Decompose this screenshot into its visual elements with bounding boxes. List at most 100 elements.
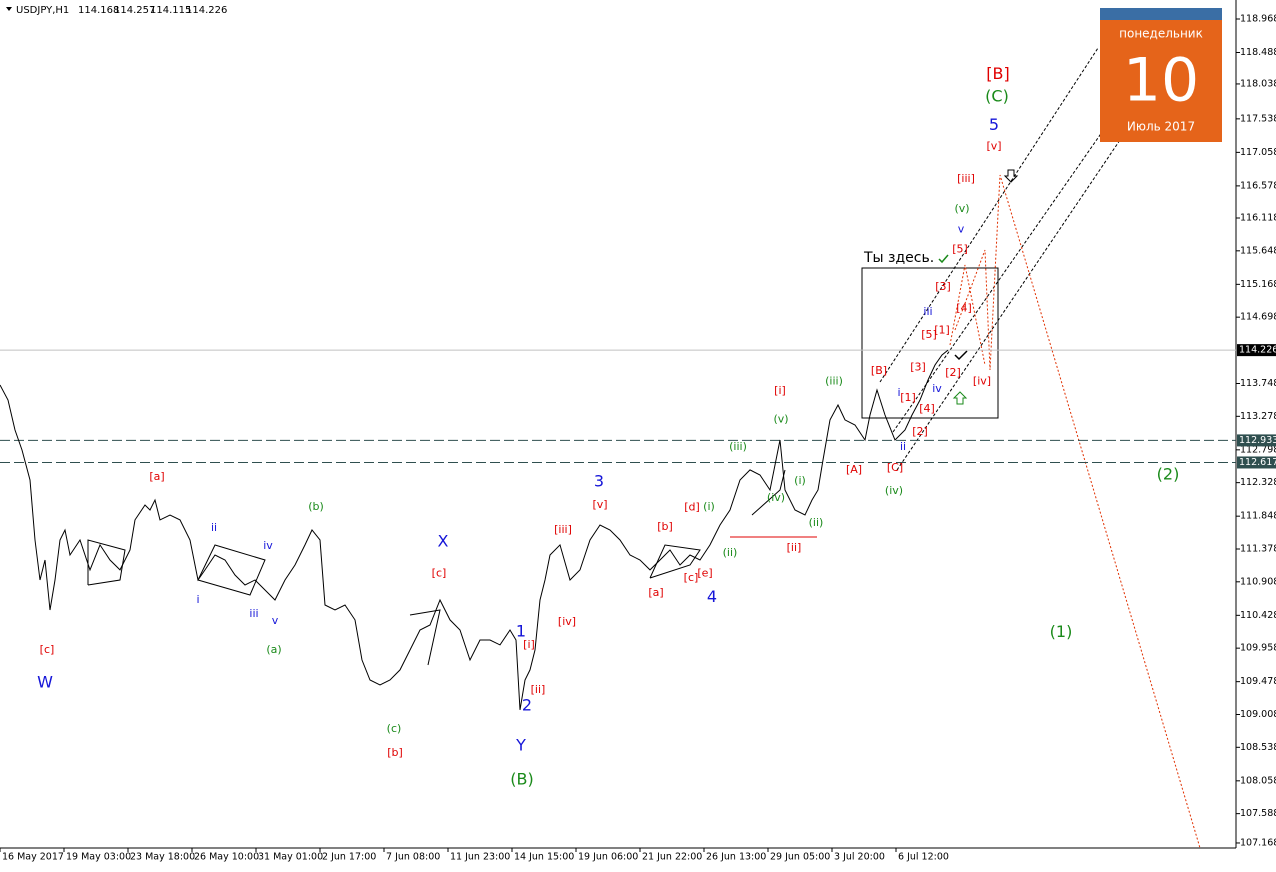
- wave-label: (B): [510, 769, 533, 788]
- wave-label: iii: [923, 305, 932, 318]
- wave-label: [ii]: [531, 683, 546, 696]
- y-tick-label: 111.378: [1240, 543, 1276, 554]
- check-mark: [938, 254, 949, 264]
- x-tick-label: 21 Jun 22:00: [642, 852, 702, 863]
- wave-label: (iv): [767, 491, 785, 504]
- y-tick-label: 115.648: [1240, 245, 1276, 256]
- wave-label: [B]: [986, 64, 1009, 83]
- wave-label: Y: [515, 735, 526, 754]
- wave-label: iv: [932, 382, 942, 395]
- wave-label: iv: [263, 539, 273, 552]
- wave-label: [3]: [910, 360, 926, 373]
- wave-label: ii: [211, 521, 217, 534]
- y-tick-label: 115.168: [1240, 279, 1276, 290]
- wave-label: [c]: [432, 566, 447, 579]
- y-tick-label: 116.118: [1240, 213, 1276, 224]
- x-tick-label: 3 Jul 20:00: [834, 852, 885, 863]
- wave-label: 3: [594, 471, 604, 490]
- wave-label: [c]: [40, 643, 55, 656]
- arrow-down: [1003, 169, 1019, 183]
- triangle: [197, 544, 266, 596]
- y-tick-label: 107.168: [1240, 837, 1276, 848]
- wave-label: [b]: [387, 746, 403, 759]
- wave-label: [C]: [887, 461, 903, 474]
- projection-line: [954, 174, 1201, 849]
- x-tick-label: 2 Jun 17:00: [322, 852, 376, 863]
- wave-label: [iii]: [554, 523, 572, 536]
- wave-label: [iii]: [957, 172, 975, 185]
- wave-label: (i): [703, 500, 715, 513]
- menu-arrow: [6, 7, 12, 11]
- y-tick-label: 113.278: [1240, 411, 1276, 422]
- calendar-page: [1100, 8, 1222, 142]
- wave-label: [iv]: [973, 374, 991, 387]
- y-tick-label: 117.058: [1240, 147, 1276, 158]
- triangle: [409, 609, 441, 666]
- x-tick-label: 26 May 10:00: [194, 852, 259, 863]
- wave-label: [i]: [523, 638, 535, 651]
- wave-label: ii: [900, 440, 906, 453]
- box: [861, 267, 999, 419]
- wave-label: [B]: [871, 364, 887, 377]
- wave-label: 4: [707, 587, 717, 606]
- wave-label: [2]: [945, 366, 961, 379]
- wave-label: (iii): [729, 440, 747, 453]
- wave-label: [A]: [846, 463, 862, 476]
- x-tick-label: 16 May 2017: [2, 852, 64, 863]
- wave-label: (c): [387, 722, 402, 735]
- wave-label: (a): [266, 643, 281, 656]
- wave-label: [4]: [919, 402, 935, 415]
- y-tick-label: 112.798: [1240, 444, 1276, 455]
- wave-label: [a]: [648, 586, 663, 599]
- x-tick-label: 14 Jun 15:00: [514, 852, 574, 863]
- wave-label: [v]: [592, 498, 607, 511]
- wave-label: [1]: [934, 323, 950, 336]
- month: Июль 2017: [1127, 120, 1195, 134]
- day: 10: [1123, 46, 1199, 116]
- x-tick-label: 26 Jun 13:00: [706, 852, 766, 863]
- wave-label: iii: [249, 607, 258, 620]
- ohlc-value: 114.257: [114, 5, 155, 16]
- level-label: 112.617: [1239, 457, 1276, 468]
- y-tick-label: 111.848: [1240, 511, 1276, 522]
- wave-label: [d]: [684, 501, 700, 514]
- y-tick-label: 108.538: [1240, 742, 1276, 753]
- wave-label: i: [897, 386, 900, 399]
- wave-label: [1]: [900, 391, 916, 404]
- y-tick-label: 116.578: [1240, 180, 1276, 191]
- wave-label: [2]: [912, 425, 928, 438]
- wave-label: 1: [516, 621, 526, 640]
- wave-label: [5]: [952, 242, 968, 255]
- wave-label: (2): [1157, 464, 1180, 483]
- triangle: [87, 539, 126, 586]
- price-line-series: [0, 349, 949, 710]
- wave-label: (i): [794, 474, 806, 487]
- x-tick-label: 7 Jun 08:00: [386, 852, 440, 863]
- channel-line: [879, 47, 1099, 383]
- x-tick-label: 19 May 03:00: [66, 852, 131, 863]
- wave-label: (b): [308, 500, 324, 513]
- wave-label: (ii): [723, 546, 738, 559]
- symbol: USDJPY,H1: [16, 5, 69, 16]
- y-tick-label: 112.328: [1240, 477, 1276, 488]
- wave-label: i: [196, 593, 199, 606]
- level-label-box: [1237, 456, 1276, 469]
- price-label-box: [1237, 344, 1276, 357]
- wave-label: [ii]: [787, 541, 802, 554]
- x-tick-label: 23 May 18:00: [130, 852, 195, 863]
- y-tick-label: 108.058: [1240, 775, 1276, 786]
- wave-label: (iii): [825, 374, 843, 387]
- x-tick-label: 31 May 01:00: [258, 852, 323, 863]
- arrow-up: [952, 391, 968, 405]
- y-tick-label: 110.428: [1240, 610, 1276, 621]
- wave-label: 2: [522, 695, 532, 714]
- wave-label: (C): [985, 87, 1009, 106]
- wave-label: [i]: [774, 384, 786, 397]
- wave-label: [b]: [657, 520, 673, 533]
- level-label: 112.933: [1239, 435, 1276, 446]
- wave-label: (v): [954, 202, 969, 215]
- wave-label: [v]: [986, 140, 1001, 153]
- wave-label: v: [958, 223, 965, 236]
- triangle: [649, 544, 701, 579]
